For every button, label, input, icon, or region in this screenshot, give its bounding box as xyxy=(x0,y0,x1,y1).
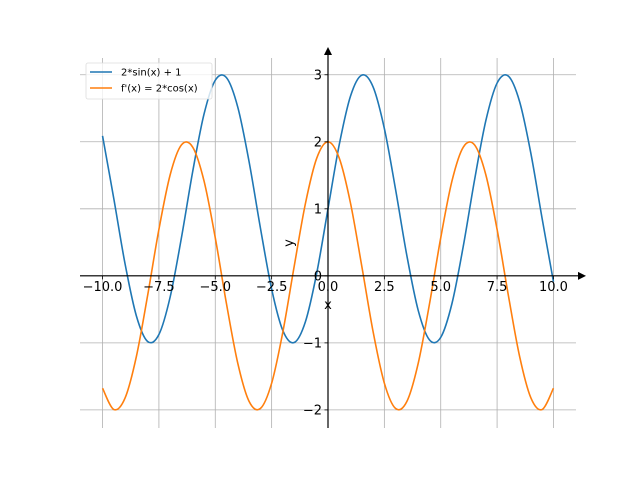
axes xyxy=(80,47,586,428)
x-tick-label: −2.5 xyxy=(256,280,288,295)
y-tick-label: −1 xyxy=(303,336,322,351)
x-tick-label: 2.5 xyxy=(374,280,395,295)
x-axis-arrow-icon xyxy=(578,271,586,280)
x-axis-label: x xyxy=(324,298,332,313)
y-tick-label: 3 xyxy=(314,68,322,83)
legend-label: 2*sin(x) + 1 xyxy=(121,68,182,79)
legend: 2*sin(x) + 1 f'(x) = 2*cos(x) xyxy=(85,62,213,100)
legend-box xyxy=(85,62,213,100)
y-tick-label: 1 xyxy=(314,202,322,217)
x-tick-label: 10.0 xyxy=(539,280,568,295)
x-tick-label: −7.5 xyxy=(143,280,175,295)
y-tick-label: −2 xyxy=(303,403,322,418)
x-tick-label: −10.0 xyxy=(83,280,123,295)
y-axis-label: y xyxy=(282,239,297,247)
y-tick-label: 2 xyxy=(314,135,322,150)
legend-label: f'(x) = 2*cos(x) xyxy=(121,84,198,95)
x-tick-label: 7.5 xyxy=(487,280,508,295)
x-tick-label: −5.0 xyxy=(199,280,231,295)
ticks: −10.0 −7.5 −5.0 −2.5 0.0 2.5 5.0 7.5 10.0 −2 −1 0 1 2… xyxy=(83,68,568,418)
x-tick-label: 5.0 xyxy=(430,280,451,295)
x-tick-label: 0.0 xyxy=(318,280,339,295)
y-tick-label: 0 xyxy=(314,269,322,284)
y-axis-arrow-icon xyxy=(324,47,332,55)
